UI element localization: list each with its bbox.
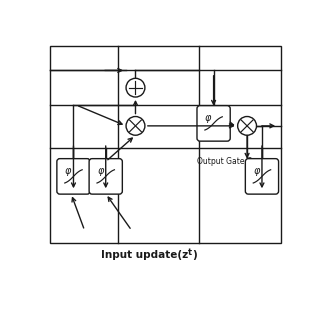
Text: Input update(z: Input update(z	[100, 250, 188, 260]
FancyBboxPatch shape	[245, 159, 279, 194]
Text: φ: φ	[65, 166, 71, 176]
Text: ): )	[193, 250, 197, 260]
FancyBboxPatch shape	[197, 106, 230, 141]
Bar	[50, 46, 281, 243]
Text: t: t	[188, 248, 192, 257]
Text: Output Gate O: Output Gate O	[197, 157, 252, 166]
Circle shape	[126, 116, 145, 135]
FancyBboxPatch shape	[57, 159, 90, 194]
Text: t: t	[246, 160, 248, 165]
Text: φ: φ	[253, 166, 260, 176]
Text: φ: φ	[205, 113, 211, 123]
Circle shape	[126, 78, 145, 97]
Text: φ: φ	[97, 166, 103, 176]
Circle shape	[238, 116, 257, 135]
FancyBboxPatch shape	[89, 159, 122, 194]
